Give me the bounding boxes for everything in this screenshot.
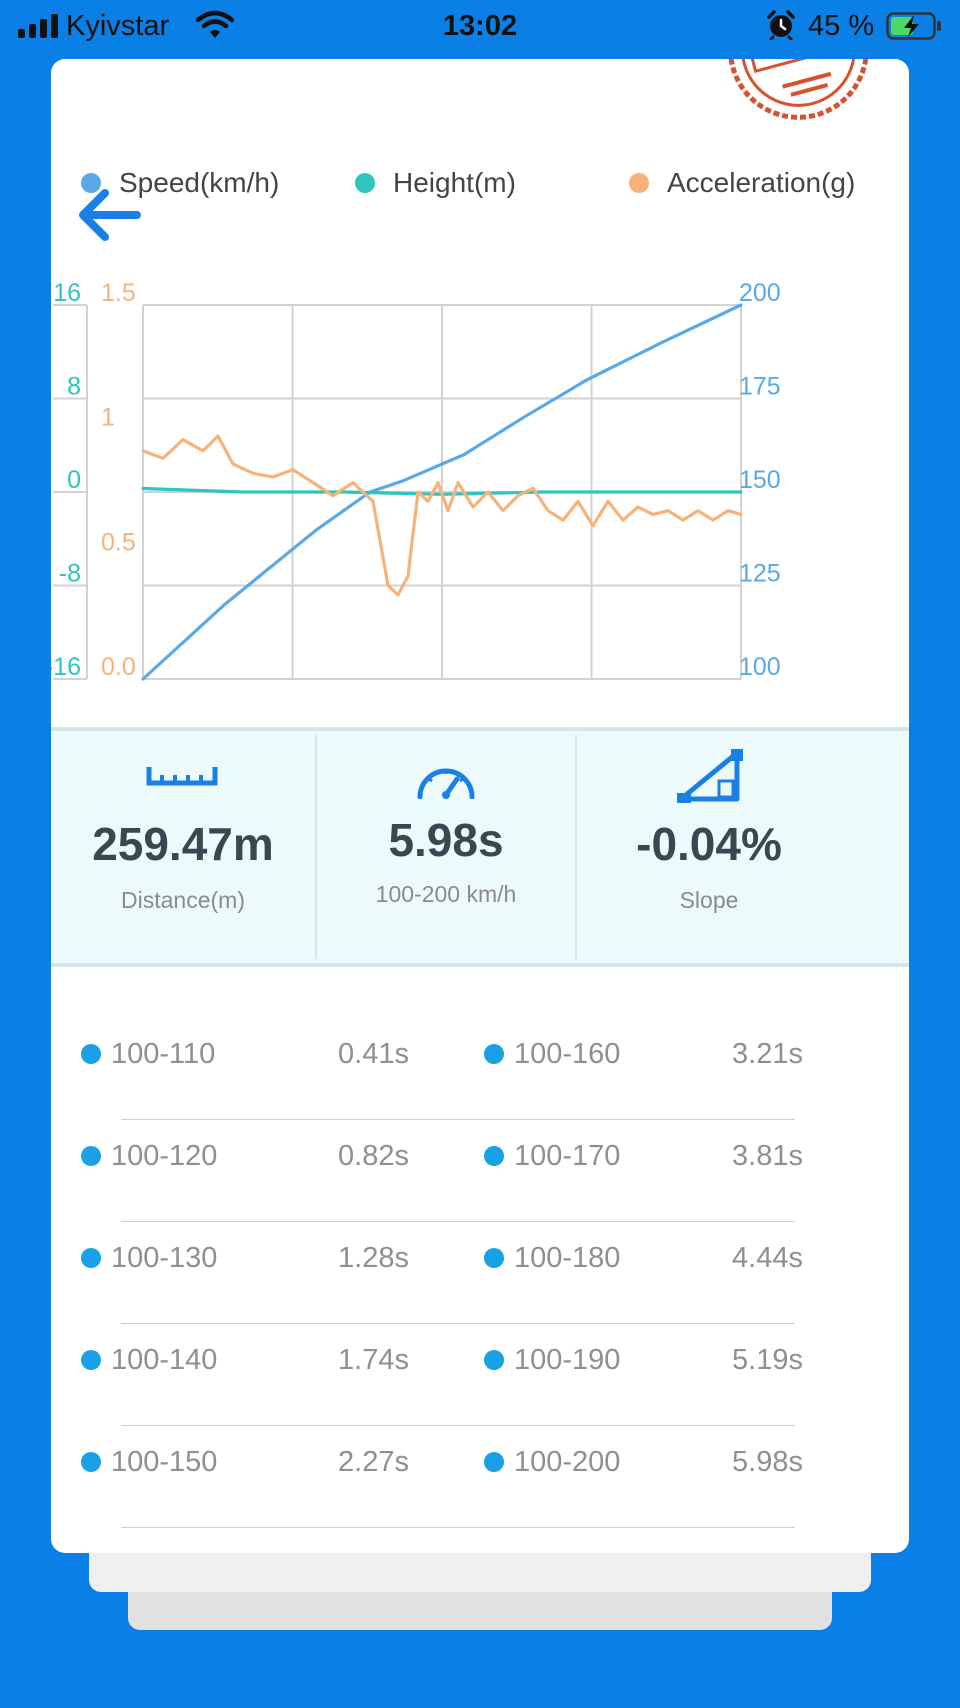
speed-height-acceleration-chart: 16 8 0 -8 -16 1.5 1 0.5 0.0 200 175 150 125 100 [51, 279, 781, 681]
back-arrow-icon[interactable] [75, 185, 141, 245]
bullet-dot [484, 1146, 504, 1166]
tick-label: 150 [739, 466, 781, 494]
interval-row: 100-120 0.82s 100-170 3.81s [51, 1121, 909, 1223]
tick-label: 125 [739, 560, 781, 588]
interval-range: 100-170 [484, 1121, 620, 1191]
legend-dot [81, 173, 101, 193]
interval-range: 100-200 [484, 1427, 620, 1497]
interval-times-list: 100-110 0.41s 100-160 3.21s 100-120 0.82… [51, 1019, 909, 1529]
tick-label: -16 [51, 653, 81, 681]
interval-range: 100-130 [81, 1223, 217, 1293]
battery-percentage: 45 % [808, 10, 875, 42]
stat-slope: -0.04% Slope [577, 731, 841, 963]
clock: 13:02 [442, 10, 518, 42]
interval-range: 100-150 [81, 1427, 217, 1497]
bullet-dot [81, 1452, 101, 1472]
interval-time: 5.19s [732, 1343, 803, 1376]
interval-range: 100-180 [484, 1223, 620, 1293]
cellular-signal-icon [18, 14, 60, 38]
tick-label: 1.5 [101, 279, 136, 307]
interval-range: 100-110 [81, 1019, 215, 1089]
interval-time: 3.21s [732, 1037, 803, 1070]
distance-label: Distance(m) [121, 887, 245, 913]
series-line [141, 434, 743, 597]
bullet-dot [81, 1146, 101, 1166]
time-label: 100-200 km/h [375, 881, 517, 907]
bullet-dot [484, 1248, 504, 1268]
legend-item-speed: Speed(km/h) [81, 167, 279, 199]
interval-time: 1.74s [338, 1343, 409, 1376]
tick-label: 1 [101, 404, 115, 432]
stat-distance: 259.47m Distance(m) [51, 731, 315, 963]
summary-stats: 259.47m Distance(m) 5.98s 100-200 km/h -… [51, 727, 909, 967]
interval-range: 100-160 [484, 1019, 620, 1089]
stat-time: 5.98s 100-200 km/h [317, 731, 575, 963]
tick-label: 8 [67, 373, 81, 401]
interval-time: 0.82s [338, 1139, 409, 1172]
tick-label: 100 [739, 653, 781, 681]
legend-label: Height(m) [393, 167, 516, 198]
row-divider [121, 1527, 795, 1528]
legend-item-acceleration: Acceleration(g) [629, 167, 855, 199]
interval-row: 100-130 1.28s 100-180 4.44s [51, 1223, 909, 1325]
legend-label: Speed(km/h) [119, 167, 280, 198]
distance-value: 259.47m [92, 818, 274, 870]
interval-time: 2.27s [338, 1445, 409, 1478]
alarm-icon [767, 10, 795, 40]
ruler-icon [146, 767, 218, 786]
row-divider [121, 1119, 795, 1120]
bullet-dot [81, 1044, 101, 1064]
interval-range: 100-140 [81, 1325, 217, 1395]
legend-label: Acceleration(g) [667, 167, 856, 198]
tick-label: -8 [59, 560, 81, 588]
tick-label: 16 [53, 279, 81, 307]
time-value: 5.98s [388, 814, 504, 866]
interval-time: 0.41s [338, 1037, 409, 1070]
tick-label: 175 [739, 373, 781, 401]
row-divider [121, 1323, 795, 1324]
slope-value: -0.04% [636, 818, 782, 870]
bullet-dot [81, 1350, 101, 1370]
interval-time: 5.98s [732, 1445, 803, 1478]
legend-dot [355, 173, 375, 193]
stat-divider [315, 735, 317, 959]
slope-icon [677, 749, 743, 803]
row-divider [121, 1425, 795, 1426]
interval-row: 100-150 2.27s 100-200 5.98s [51, 1427, 909, 1529]
wifi-icon [196, 10, 234, 38]
tick-label: 0.0 [101, 653, 136, 681]
slope-label: Slope [679, 887, 739, 913]
interval-time: 1.28s [338, 1241, 409, 1274]
bullet-dot [484, 1350, 504, 1370]
bullet-dot [484, 1452, 504, 1472]
battery-charging-icon [886, 12, 941, 40]
legend-item-height: Height(m) [355, 167, 516, 199]
stat-divider [575, 735, 577, 959]
bullet-dot [484, 1044, 504, 1064]
stamp-seal-icon [727, 59, 869, 120]
speedometer-icon [417, 768, 475, 799]
interval-range: 100-120 [81, 1121, 217, 1191]
chart-legend: Speed(km/h) Height(m) Acceleration(g) [51, 167, 909, 207]
bullet-dot [81, 1248, 101, 1268]
result-card: Speed(km/h) Height(m) Acceleration(g) 16… [51, 59, 909, 1553]
tick-label: 0.5 [101, 528, 136, 556]
tick-label: 200 [739, 279, 781, 307]
interval-range: 100-190 [484, 1325, 620, 1395]
interval-time: 3.81s [732, 1139, 803, 1172]
row-divider [121, 1221, 795, 1222]
interval-row: 100-140 1.74s 100-190 5.19s [51, 1325, 909, 1427]
tick-label: 0 [67, 466, 81, 494]
interval-time: 4.44s [732, 1241, 803, 1274]
status-bar: Kyivstar 13:02 45 % [0, 0, 960, 54]
carrier-name: Kyivstar [66, 10, 170, 42]
interval-row: 100-110 0.41s 100-160 3.21s [51, 1019, 909, 1121]
series-line [141, 303, 743, 681]
legend-dot [629, 173, 649, 193]
